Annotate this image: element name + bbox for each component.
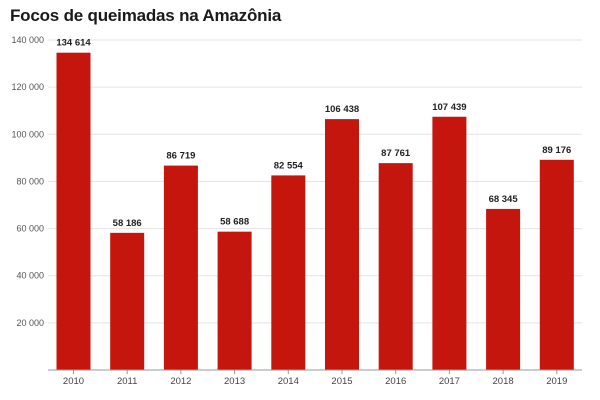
x-axis-ticks: 2010 2011 2012 2013 2014 2015 2016 2017 2018 2019 (63, 370, 567, 387)
data-label-2018: 68 345 (489, 194, 519, 205)
bar-2018 (486, 208, 521, 370)
data-label-2015: 106 438 (325, 104, 359, 115)
y-axis-ticks: 20 000 40 000 60 000 80 000 100 000 120 000 14… (11, 35, 44, 328)
x-tick-label-2018: 2018 (493, 376, 514, 387)
x-tick-label-2019: 2019 (546, 376, 567, 387)
bar-2013 (217, 231, 252, 370)
data-labels: 134 614 58 186 86 719 58 688 82 554 106 438 87… (56, 38, 571, 229)
x-tick-label-2013: 2013 (224, 376, 245, 387)
data-label-2013: 58 688 (220, 217, 249, 228)
y-tick-label: 80 000 (16, 176, 44, 186)
bar-2012 (163, 165, 198, 370)
y-tick-label: 40 000 (16, 271, 44, 281)
bar-2014 (271, 175, 306, 370)
bar-2019 (539, 159, 574, 370)
bar-2016 (378, 163, 413, 370)
x-tick-label-2012: 2012 (170, 376, 191, 387)
y-tick-label: 120 000 (11, 82, 44, 92)
bars (56, 52, 574, 371)
data-label-2011: 58 186 (113, 218, 142, 229)
y-tick-label: 140 000 (11, 35, 44, 45)
data-label-2010: 134 614 (56, 38, 91, 49)
x-tick-label-2017: 2017 (439, 376, 460, 387)
y-tick-label: 20 000 (16, 318, 44, 328)
x-tick-label-2015: 2015 (331, 376, 352, 387)
data-label-2017: 107 439 (432, 102, 466, 113)
x-tick-label-2010: 2010 (63, 376, 84, 387)
y-tick-label: 60 000 (16, 224, 44, 234)
x-tick-label-2014: 2014 (278, 376, 299, 387)
x-tick-label-2011: 2011 (117, 376, 137, 387)
bar-2010 (56, 52, 91, 371)
bar-2017 (432, 116, 467, 370)
data-label-2019: 89 176 (542, 145, 571, 156)
bar-2015 (325, 119, 359, 370)
data-label-2012: 86 719 (166, 151, 195, 162)
data-label-2014: 82 554 (274, 160, 304, 171)
data-label-2016: 87 761 (381, 148, 411, 159)
y-tick-label: 100 000 (11, 129, 44, 139)
bar-2011 (110, 232, 145, 370)
x-tick-label-2016: 2016 (385, 376, 406, 387)
chart-title: Focos de queimadas na Amazônia (10, 6, 282, 25)
